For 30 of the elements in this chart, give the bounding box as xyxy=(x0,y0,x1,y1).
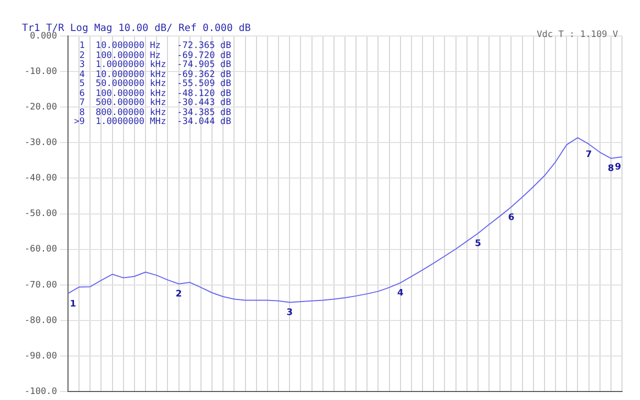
y-tick-label: 0.000 xyxy=(30,31,57,42)
annotation: 5 50.000000 kHz -55.509 dB xyxy=(79,79,232,89)
annotation: 1 10.000000 Hz -72.365 dB xyxy=(79,41,232,51)
annotation: 2 xyxy=(176,290,182,300)
annotation: 8 800.00000 kHz -34.385 dB xyxy=(79,108,232,118)
annotation: 4 10.000000 kHz -69.362 dB xyxy=(79,70,232,80)
y-tick-label: -70.00 xyxy=(24,280,57,290)
annotation: 9 xyxy=(614,162,622,173)
annotation: 7 xyxy=(586,150,592,160)
y-tick-label: -80.00 xyxy=(24,316,57,326)
annotation: 7 500.00000 kHz -30.443 dB xyxy=(79,98,232,108)
annotation: 8 xyxy=(608,164,614,174)
y-tick-label: -10.00 xyxy=(24,66,57,77)
y-tick-label: -30.00 xyxy=(24,138,57,148)
y-tick-label: -60.00 xyxy=(24,244,57,255)
annotation: >9 1.0000000 MHz -34.044 dB xyxy=(74,117,232,127)
annotation: 6 xyxy=(508,212,514,223)
chart-subtitle: Vdc T : 1.109 V xyxy=(536,30,618,40)
annotation: 6 100.00000 kHz -48.120 dB xyxy=(79,88,232,98)
y-tick-label: -90.00 xyxy=(24,351,57,362)
annotation: 2 100.00000 Hz -69.720 dB xyxy=(79,50,232,60)
annotation: 3 xyxy=(286,308,293,318)
annotation: 4 xyxy=(397,288,404,299)
y-tick-label: -100.0 xyxy=(24,386,57,397)
annotation: 3 1.0000000 kHz -74.905 dB xyxy=(79,60,232,70)
y-tick-label: -50.00 xyxy=(24,209,57,220)
y-tick-label: -40.00 xyxy=(24,174,57,184)
y-tick-label: -20.00 xyxy=(24,102,57,112)
annotation: 1 xyxy=(70,299,76,310)
annotation: 5 xyxy=(474,239,482,250)
